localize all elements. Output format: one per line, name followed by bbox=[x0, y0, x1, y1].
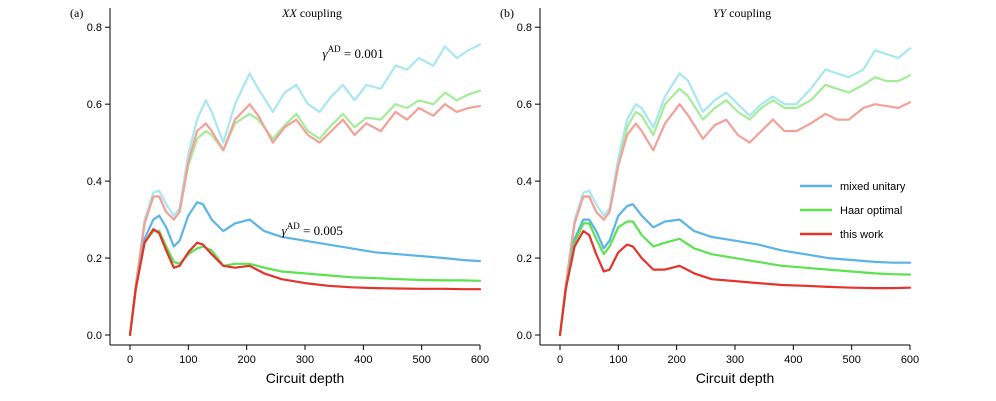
legend-label: this work bbox=[840, 229, 884, 241]
y-tick-label: 0.2 bbox=[517, 253, 532, 265]
legend: mixed unitary Haar optimal this work bbox=[800, 181, 906, 241]
series-line-Haar-optimal bbox=[558, 220, 912, 337]
x-axis-label: Circuit depth bbox=[266, 370, 345, 386]
panel-label: (a) bbox=[70, 6, 83, 20]
y-tick-label: 0.4 bbox=[517, 176, 532, 188]
y-tick-label: 0.2 bbox=[87, 253, 102, 265]
y-tick-label: 0.4 bbox=[87, 176, 102, 188]
y-tick-label: 0.8 bbox=[517, 22, 532, 34]
annotation-value: = 0.001 bbox=[341, 46, 384, 61]
y-tick-label: 0.6 bbox=[517, 99, 532, 111]
series-line-gamma-0.001-0 bbox=[558, 47, 912, 337]
series-line-gamma-0.001-1 bbox=[128, 89, 482, 337]
series-line-mixed-unitary bbox=[128, 201, 482, 337]
x-tick-label: 500 bbox=[842, 354, 860, 366]
series-line-gamma-0.001-2 bbox=[558, 101, 912, 337]
panel-title: XX coupling bbox=[281, 6, 342, 20]
annotation-superscript: AD bbox=[287, 221, 300, 231]
x-tick-label: 100 bbox=[179, 354, 197, 366]
panel-label: (b) bbox=[500, 6, 514, 20]
series-line-this-work bbox=[558, 230, 912, 337]
annotation-symbol: γ bbox=[282, 223, 288, 238]
legend-label: Haar optimal bbox=[840, 205, 902, 217]
x-tick-label: 200 bbox=[667, 354, 685, 366]
title-rest: coupling bbox=[297, 6, 342, 20]
annotation-symbol: γ bbox=[323, 46, 329, 61]
annotation-gamma-2: γAD = 0.005 bbox=[282, 221, 343, 238]
y-tick-label: 0.0 bbox=[517, 330, 532, 342]
series-line-gamma-0.001-2 bbox=[128, 103, 482, 337]
x-tick-label: 300 bbox=[726, 354, 744, 366]
series-line-gamma-0.001-0 bbox=[128, 43, 482, 337]
panel-title: YY coupling bbox=[713, 6, 771, 20]
x-tick-label: 0 bbox=[557, 354, 563, 366]
x-tick-label: 200 bbox=[237, 354, 255, 366]
y-tick-label: 0.0 bbox=[87, 330, 102, 342]
chart-panel-1: 0 100 200 300 400 500 600 0.0 0.2 0.4 0.6 0.8 Circui… bbox=[70, 6, 489, 386]
title-italic: XX bbox=[281, 6, 297, 20]
x-tick-label: 400 bbox=[354, 354, 372, 366]
x-tick-label: 100 bbox=[609, 354, 627, 366]
series-line-mixed-unitary bbox=[558, 203, 912, 337]
x-tick-label: 600 bbox=[901, 354, 919, 366]
title-rest: coupling bbox=[726, 6, 771, 20]
annotation-value: = 0.005 bbox=[300, 223, 343, 238]
series-line-this-work bbox=[128, 228, 482, 337]
y-tick-label: 0.6 bbox=[87, 99, 102, 111]
annotation-superscript: AD bbox=[328, 44, 341, 54]
x-axis-label: Circuit depth bbox=[696, 370, 775, 386]
chart-panel-2: 0 100 200 300 400 500 600 0.0 0.2 0.4 0.6 0.8 Circui… bbox=[500, 6, 919, 386]
title-italic: YY bbox=[713, 6, 728, 20]
x-tick-label: 400 bbox=[784, 354, 802, 366]
y-tick-label: 0.8 bbox=[87, 22, 102, 34]
x-tick-label: 0 bbox=[127, 354, 133, 366]
x-tick-label: 500 bbox=[412, 354, 430, 366]
x-tick-label: 600 bbox=[471, 354, 489, 366]
x-tick-label: 300 bbox=[296, 354, 314, 366]
annotation-gamma-1: γAD = 0.001 bbox=[323, 44, 384, 61]
legend-label: mixed unitary bbox=[840, 181, 906, 193]
